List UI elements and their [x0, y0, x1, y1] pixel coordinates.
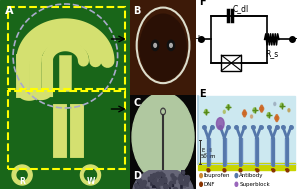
Text: B: B	[133, 6, 141, 16]
Circle shape	[151, 40, 159, 51]
Circle shape	[80, 165, 100, 185]
Circle shape	[227, 105, 230, 109]
Circle shape	[140, 14, 186, 80]
Text: DNF: DNF	[204, 182, 215, 187]
Circle shape	[235, 182, 238, 186]
Circle shape	[274, 102, 276, 105]
Text: A: A	[5, 6, 14, 16]
Circle shape	[12, 165, 32, 185]
Text: C: C	[133, 98, 141, 108]
Circle shape	[200, 182, 202, 186]
Circle shape	[170, 43, 172, 47]
Bar	[255, 138, 258, 165]
Circle shape	[244, 114, 246, 117]
Circle shape	[288, 109, 290, 112]
Circle shape	[280, 103, 283, 108]
Bar	[221, 55, 241, 71]
Circle shape	[161, 108, 165, 115]
Text: Superblock: Superblock	[239, 182, 270, 187]
Circle shape	[133, 168, 193, 189]
Bar	[239, 138, 242, 165]
Circle shape	[244, 110, 246, 113]
Bar	[8, 7, 125, 89]
Circle shape	[132, 93, 194, 181]
Text: F: F	[199, 0, 206, 7]
Text: R_s: R_s	[265, 49, 278, 58]
Bar	[211, 16, 267, 63]
Text: Ibuprofen: Ibuprofen	[204, 173, 230, 178]
Circle shape	[261, 109, 263, 112]
Text: +: +	[194, 34, 202, 44]
Circle shape	[251, 115, 252, 118]
Circle shape	[154, 43, 157, 47]
Circle shape	[253, 108, 256, 113]
Circle shape	[262, 107, 264, 110]
Circle shape	[235, 174, 238, 178]
Circle shape	[223, 110, 225, 113]
Bar	[198, 96, 296, 164]
Bar	[271, 138, 274, 165]
Text: D: D	[133, 171, 141, 181]
Text: Antibody: Antibody	[239, 173, 264, 178]
Circle shape	[275, 117, 277, 120]
Circle shape	[84, 169, 97, 181]
Bar	[198, 163, 296, 170]
Circle shape	[205, 109, 208, 114]
Bar	[223, 138, 226, 165]
Circle shape	[167, 40, 175, 51]
Text: −: −	[291, 34, 297, 44]
Text: W: W	[86, 177, 95, 186]
Circle shape	[277, 117, 279, 120]
Circle shape	[244, 112, 247, 115]
Circle shape	[217, 118, 224, 130]
Circle shape	[17, 170, 27, 180]
Circle shape	[200, 174, 202, 178]
Circle shape	[276, 115, 278, 118]
Circle shape	[162, 110, 164, 113]
Circle shape	[261, 105, 263, 108]
Text: E_dl
50nm: E_dl 50nm	[201, 147, 217, 159]
Circle shape	[276, 119, 278, 122]
Text: E: E	[199, 89, 206, 99]
Text: C_dl: C_dl	[232, 4, 249, 13]
Bar	[207, 138, 210, 165]
Circle shape	[242, 112, 244, 115]
Bar	[8, 91, 125, 169]
Text: R: R	[19, 177, 25, 186]
Circle shape	[260, 107, 262, 110]
Circle shape	[267, 113, 270, 117]
Bar	[285, 138, 288, 165]
